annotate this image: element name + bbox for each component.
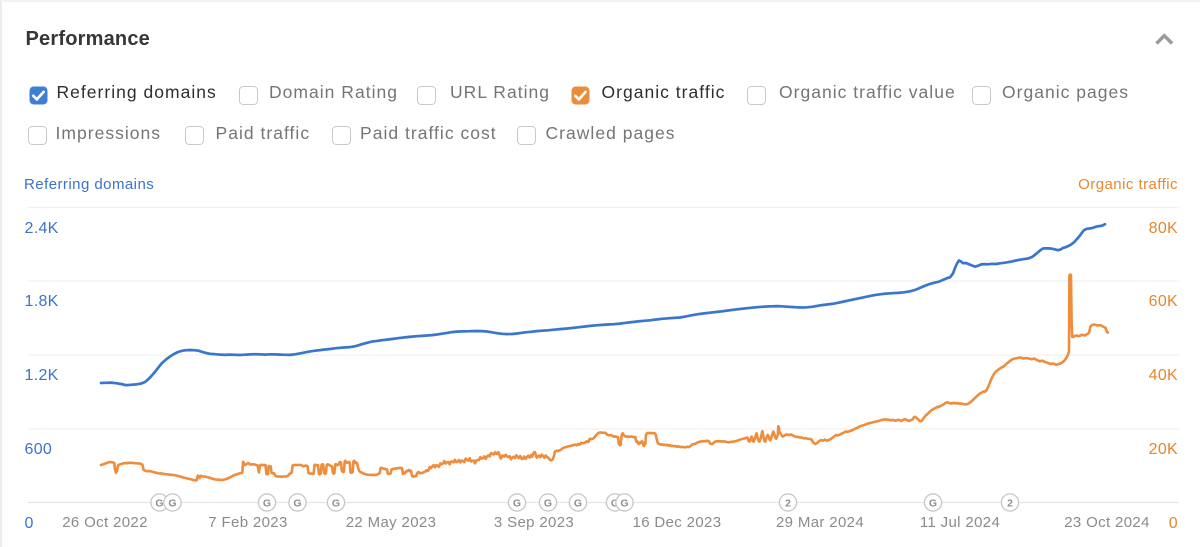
- svg-text:2: 2: [1007, 497, 1013, 509]
- svg-text:G: G: [263, 497, 271, 509]
- svg-text:G: G: [574, 497, 582, 509]
- svg-text:G: G: [513, 497, 521, 509]
- svg-text:G: G: [544, 497, 552, 509]
- svg-text:G: G: [620, 497, 628, 509]
- svg-text:G: G: [155, 497, 163, 509]
- svg-text:2: 2: [785, 497, 791, 509]
- svg-text:G: G: [293, 497, 301, 509]
- svg-text:G: G: [929, 497, 937, 509]
- svg-text:G: G: [168, 497, 176, 509]
- svg-text:G: G: [611, 497, 619, 509]
- svg-text:G: G: [332, 497, 340, 509]
